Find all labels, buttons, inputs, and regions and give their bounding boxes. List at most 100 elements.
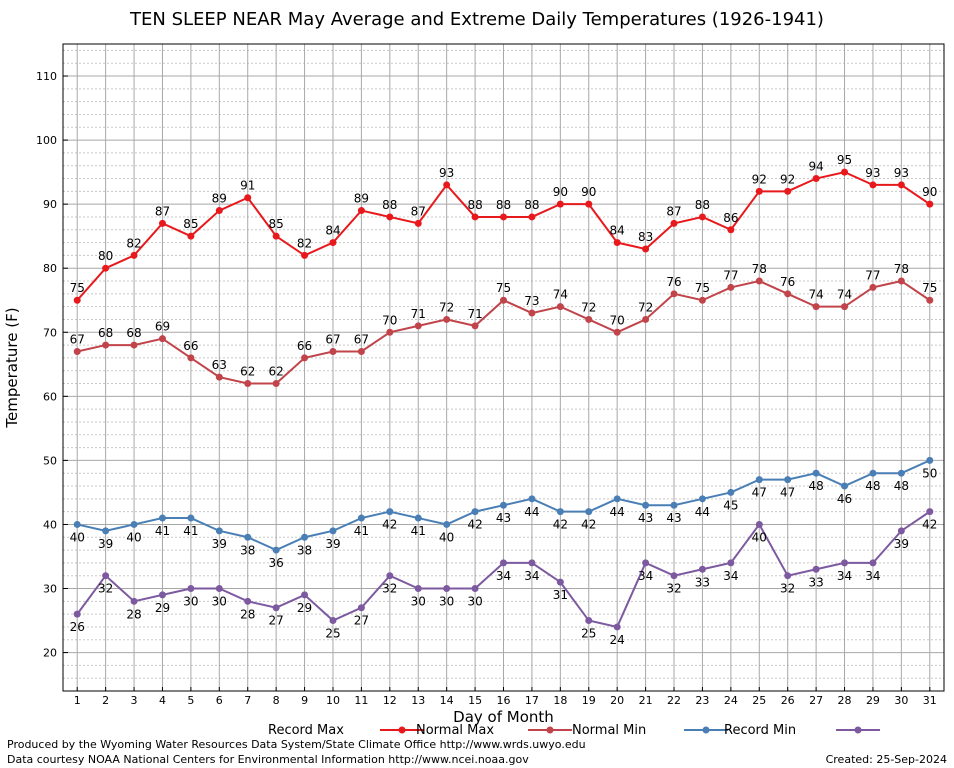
x-tick-label: 21 [639,694,653,707]
x-tick-label: 27 [809,694,823,707]
data-label: 44 [610,505,625,519]
data-label: 31 [553,588,568,602]
x-tick-label: 30 [894,694,908,707]
data-point [158,219,166,227]
data-label: 87 [666,204,681,218]
legend-item: Normal Min [572,723,728,738]
data-point [386,508,394,516]
x-tick-label: 23 [695,694,709,707]
data-point [528,559,536,567]
data-label: 48 [865,479,880,493]
x-tick-label: 29 [866,694,880,707]
data-point [158,591,166,599]
data-label: 26 [70,620,85,634]
data-label: 38 [240,543,255,557]
data-point [528,213,536,221]
data-point [926,296,934,304]
data-point [130,341,138,349]
data-point [755,476,763,484]
data-label: 78 [894,262,909,276]
x-tick-label: 22 [667,694,681,707]
data-point [500,501,507,509]
data-label: 68 [98,326,113,340]
data-label: 34 [723,569,738,583]
x-tick-label: 16 [497,694,511,707]
data-label: 32 [98,582,113,596]
data-point [556,303,564,311]
data-point [301,251,309,259]
data-point [528,495,536,503]
x-tick-label: 1 [74,694,81,707]
data-label: 74 [808,288,823,302]
data-point [301,591,309,599]
data-label: 89 [354,192,369,206]
data-label: 88 [695,198,710,212]
data-label: 94 [808,160,823,174]
data-point [471,508,479,516]
data-point [670,219,678,227]
data-point [130,520,138,528]
data-point [926,200,934,208]
series-record-max: 75 80 82 87 85 89 91 85 82 84 89 88 87 93 88 88 88 90 90 84… [70,153,937,304]
data-point [698,296,706,304]
legend-item: Record Min [724,723,880,738]
data-point [471,213,479,221]
data-label: 33 [695,575,710,589]
data-point [301,354,309,362]
data-point [244,597,252,605]
data-label: 88 [524,198,539,212]
data-point [642,501,650,509]
data-point [528,309,536,317]
data-point [841,559,849,567]
data-label: 41 [411,524,426,538]
data-point [443,315,451,323]
x-tick-label: 9 [301,694,308,707]
data-label: 39 [212,537,227,551]
data-point [613,623,621,631]
data-label: 44 [524,505,539,519]
data-label: 45 [723,498,738,512]
data-point [102,264,110,272]
data-point [500,213,507,221]
legend-item: Normal Max [416,723,572,738]
data-point [613,495,621,503]
x-tick-label: 24 [724,694,738,707]
data-label: 76 [780,275,795,289]
data-point [414,322,422,330]
data-label: 43 [638,511,653,525]
data-point [869,469,877,477]
legend-marker [702,726,710,734]
data-label: 25 [325,627,340,641]
data-point [556,578,564,586]
data-label: 42 [922,518,937,532]
x-tick-label: 17 [525,694,539,707]
x-tick-label: 15 [468,694,482,707]
data-label: 28 [240,607,255,621]
data-point [642,315,650,323]
data-point [897,527,905,535]
data-label: 88 [467,198,482,212]
legend-label: Record Min [724,723,796,738]
data-point [869,181,877,189]
data-point [73,347,81,355]
data-point [670,501,678,509]
data-label: 43 [496,511,511,525]
data-point [414,514,422,522]
data-label: 42 [581,518,596,532]
data-label: 86 [723,211,738,225]
data-label: 76 [666,275,681,289]
data-point [244,194,252,202]
legend: Record Max Normal Max Normal Min Record Min [268,723,880,738]
data-label: 95 [837,153,852,167]
data-label: 71 [467,307,482,321]
x-tick-label: 14 [440,694,454,707]
legend-label: Record Max [268,723,344,738]
data-label: 92 [780,172,795,186]
x-tick-label: 18 [553,694,567,707]
y-tick-label: 30 [43,583,57,596]
data-label: 78 [752,262,767,276]
y-tick-label: 50 [43,454,57,467]
data-point [187,514,195,522]
